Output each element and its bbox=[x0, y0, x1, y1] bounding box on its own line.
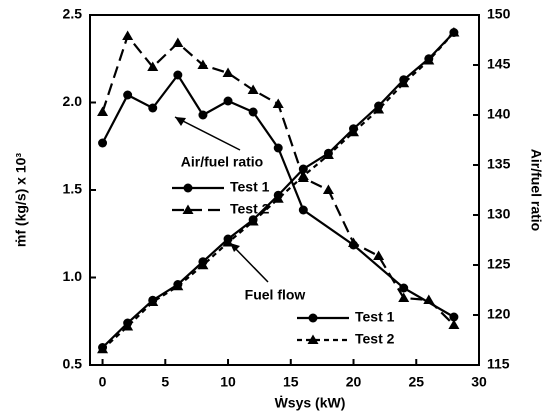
marker bbox=[423, 55, 435, 65]
marker bbox=[148, 103, 158, 113]
marker bbox=[223, 96, 233, 106]
marker bbox=[373, 250, 385, 260]
marker bbox=[298, 205, 308, 215]
marker bbox=[222, 237, 234, 247]
marker bbox=[122, 321, 134, 331]
y2-tick-label: 150 bbox=[487, 6, 511, 22]
series-line bbox=[101, 31, 455, 351]
y-tick-label: 2.5 bbox=[63, 6, 83, 22]
marker bbox=[272, 193, 284, 203]
marker bbox=[322, 184, 334, 194]
marker bbox=[197, 259, 209, 270]
x-tick-label: 30 bbox=[471, 374, 487, 390]
x-tick-label: 10 bbox=[220, 374, 236, 390]
marker bbox=[398, 77, 410, 88]
y2-tick-label: 125 bbox=[487, 256, 511, 272]
y2-tick-label: 140 bbox=[487, 106, 511, 122]
x-tick-label: 20 bbox=[346, 374, 362, 390]
annotation-arrow bbox=[174, 116, 241, 151]
marker bbox=[273, 143, 283, 153]
marker bbox=[172, 280, 184, 291]
series-line bbox=[101, 73, 455, 318]
marker bbox=[173, 70, 183, 80]
marker bbox=[322, 149, 334, 159]
marker bbox=[448, 27, 460, 37]
y-tick-label: 1.5 bbox=[63, 181, 83, 197]
marker bbox=[272, 98, 284, 108]
x-tick-label: 15 bbox=[283, 374, 299, 390]
marker bbox=[147, 61, 159, 71]
marker bbox=[448, 319, 460, 329]
marker bbox=[399, 283, 409, 293]
y2-axis-label: Air/fuel ratio bbox=[528, 149, 544, 231]
y2-tick-label: 135 bbox=[487, 156, 511, 172]
legend-label: Test 2 bbox=[230, 201, 270, 217]
y2-tick-label: 115 bbox=[487, 356, 510, 372]
marker bbox=[298, 164, 308, 174]
legend-marker bbox=[183, 183, 193, 193]
marker bbox=[449, 312, 459, 322]
legend-label: Test 2 bbox=[355, 331, 395, 347]
marker bbox=[247, 216, 259, 226]
marker bbox=[297, 170, 309, 180]
y2-tick-label: 120 bbox=[487, 306, 511, 322]
legend-marker bbox=[307, 334, 319, 344]
marker bbox=[398, 292, 410, 302]
annotation: Air/fuel ratio bbox=[181, 154, 263, 170]
y-tick-label: 1.0 bbox=[63, 268, 83, 284]
marker bbox=[147, 296, 159, 306]
y-tick-label: 0.5 bbox=[63, 356, 83, 372]
marker bbox=[197, 59, 209, 69]
marker bbox=[123, 90, 133, 100]
marker bbox=[97, 343, 109, 354]
marker bbox=[222, 67, 234, 77]
legend-label: Test 1 bbox=[355, 309, 395, 325]
marker bbox=[98, 138, 108, 148]
legend-marker bbox=[182, 204, 194, 214]
marker bbox=[348, 126, 360, 137]
y2-tick-label: 130 bbox=[487, 206, 511, 222]
y2-tick-label: 145 bbox=[487, 56, 511, 72]
marker bbox=[247, 84, 259, 94]
x-tick-label: 25 bbox=[408, 374, 424, 390]
x-tick-label: 0 bbox=[99, 374, 107, 390]
legend-marker bbox=[308, 313, 318, 323]
marker bbox=[423, 294, 435, 304]
x-axis-label: Ẇsys (kW) bbox=[275, 395, 346, 411]
y-tick-label: 2.0 bbox=[63, 93, 83, 109]
marker bbox=[248, 107, 258, 117]
marker bbox=[97, 106, 109, 116]
marker bbox=[122, 30, 134, 40]
annotation: Fuel flow bbox=[245, 287, 306, 303]
marker bbox=[172, 37, 184, 47]
arrowhead bbox=[175, 117, 186, 126]
marker bbox=[373, 104, 385, 114]
y-axis-label: ṁf (kg/s) x 10³ bbox=[13, 153, 29, 247]
legend-label: Test 1 bbox=[230, 179, 270, 195]
marker bbox=[348, 237, 360, 247]
marker bbox=[198, 110, 208, 120]
x-tick-label: 5 bbox=[161, 374, 169, 390]
